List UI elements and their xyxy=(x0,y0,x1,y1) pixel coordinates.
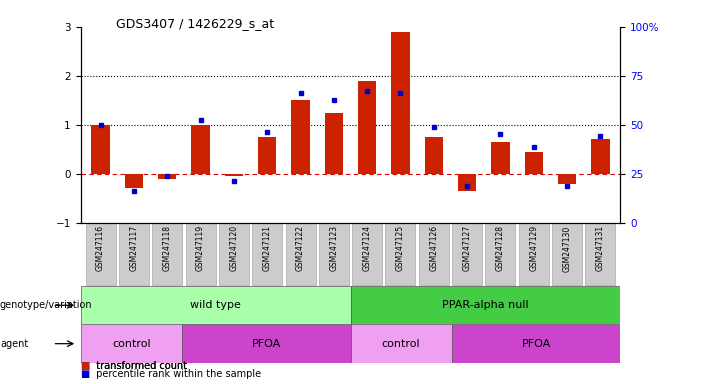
Text: GSM247127: GSM247127 xyxy=(463,225,472,271)
Bar xyxy=(485,224,515,285)
Bar xyxy=(158,174,177,179)
Text: ■: ■ xyxy=(81,369,90,379)
Text: GSM247117: GSM247117 xyxy=(130,225,138,271)
Bar xyxy=(386,224,416,285)
Text: GSM247124: GSM247124 xyxy=(362,225,372,271)
Text: GSM247128: GSM247128 xyxy=(496,225,505,271)
Bar xyxy=(558,174,576,184)
Text: ■: ■ xyxy=(81,361,90,371)
Text: control: control xyxy=(112,339,151,349)
Text: PFOA: PFOA xyxy=(252,339,281,349)
Text: agent: agent xyxy=(0,339,28,349)
Bar xyxy=(352,224,382,285)
Bar xyxy=(86,224,116,285)
Bar xyxy=(325,113,343,174)
Text: ■  transformed count: ■ transformed count xyxy=(81,361,187,371)
Text: GSM247130: GSM247130 xyxy=(563,225,571,271)
Text: wild type: wild type xyxy=(190,300,241,310)
Bar xyxy=(418,224,449,285)
Text: genotype/variation: genotype/variation xyxy=(0,300,93,310)
Bar xyxy=(458,174,476,191)
Bar xyxy=(358,81,376,174)
Bar xyxy=(191,125,210,174)
Text: GDS3407 / 1426229_s_at: GDS3407 / 1426229_s_at xyxy=(116,17,274,30)
Bar xyxy=(391,32,409,174)
Bar xyxy=(125,174,143,189)
Bar xyxy=(219,224,249,285)
Bar xyxy=(252,224,283,285)
Text: transformed count: transformed count xyxy=(93,361,187,371)
Text: PPAR-alpha null: PPAR-alpha null xyxy=(442,300,529,310)
Text: GSM247126: GSM247126 xyxy=(429,225,438,271)
Text: GSM247118: GSM247118 xyxy=(163,225,172,271)
Text: GSM247122: GSM247122 xyxy=(296,225,305,271)
Bar xyxy=(519,224,549,285)
Text: GSM247120: GSM247120 xyxy=(229,225,238,271)
Text: control: control xyxy=(382,339,421,349)
Bar xyxy=(491,142,510,174)
Bar xyxy=(225,174,243,176)
Bar xyxy=(258,137,276,174)
Bar xyxy=(552,224,582,285)
Bar xyxy=(319,224,349,285)
Bar xyxy=(186,224,216,285)
Bar xyxy=(81,324,182,363)
Text: GSM247123: GSM247123 xyxy=(329,225,339,271)
Bar xyxy=(350,286,620,324)
Text: percentile rank within the sample: percentile rank within the sample xyxy=(93,369,261,379)
Text: GSM247131: GSM247131 xyxy=(596,225,605,271)
Text: GSM247125: GSM247125 xyxy=(396,225,405,271)
Bar xyxy=(585,224,615,285)
Text: GSM247121: GSM247121 xyxy=(263,225,272,271)
Text: PFOA: PFOA xyxy=(522,339,551,349)
Text: GSM247119: GSM247119 xyxy=(196,225,205,271)
Bar xyxy=(350,324,451,363)
Bar xyxy=(182,324,350,363)
Bar xyxy=(81,286,350,324)
Bar xyxy=(451,324,620,363)
Bar xyxy=(285,224,315,285)
Bar xyxy=(152,224,182,285)
Text: GSM247129: GSM247129 xyxy=(529,225,538,271)
Bar xyxy=(452,224,482,285)
Bar xyxy=(292,100,310,174)
Bar xyxy=(119,224,149,285)
Bar xyxy=(91,125,110,174)
Text: GSM247116: GSM247116 xyxy=(96,225,105,271)
Bar xyxy=(524,152,543,174)
Bar xyxy=(425,137,443,174)
Bar xyxy=(591,139,610,174)
